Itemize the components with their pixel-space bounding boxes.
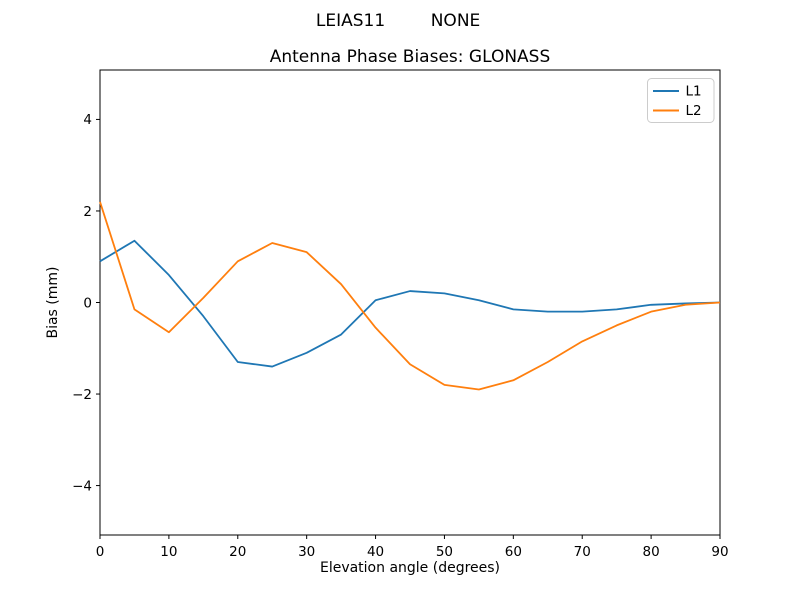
x-tick-label: 10	[160, 544, 177, 560]
legend-box	[647, 78, 715, 123]
legend-label-l2: L2	[686, 103, 702, 119]
x-tick-label: 80	[643, 544, 660, 560]
x-axis-ticks: 0 10 20 30 40 50 60 70 80 90	[96, 535, 729, 560]
y-tick-label: 0	[83, 295, 92, 311]
x-tick-label: 30	[298, 544, 315, 560]
x-axis-label: Elevation angle (degrees)	[320, 560, 500, 576]
legend-label-l1: L1	[686, 84, 702, 100]
suptitle-station: LEIAS11	[316, 11, 385, 31]
x-tick-label: 0	[96, 544, 105, 560]
y-axis-label: Bias (mm)	[45, 266, 61, 338]
x-tick-label: 40	[367, 544, 384, 560]
x-tick-label: 20	[229, 544, 246, 560]
x-tick-label: 90	[711, 544, 728, 560]
suptitle-radome: NONE	[431, 11, 481, 31]
y-axis-ticks: −4 −2 0 2 4	[72, 112, 100, 494]
y-tick-label: −2	[72, 387, 92, 403]
x-tick-label: 50	[436, 544, 453, 560]
legend: L1 L2	[647, 78, 715, 123]
chart-title: Antenna Phase Biases: GLONASS	[270, 47, 551, 67]
line-series-l1	[99, 239, 721, 368]
y-tick-label: 2	[83, 204, 92, 220]
y-tick-label: 4	[83, 112, 92, 128]
x-tick-label: 70	[574, 544, 591, 560]
x-tick-label: 60	[505, 544, 522, 560]
line-series-l2	[99, 201, 721, 391]
y-tick-label: −4	[72, 478, 92, 494]
